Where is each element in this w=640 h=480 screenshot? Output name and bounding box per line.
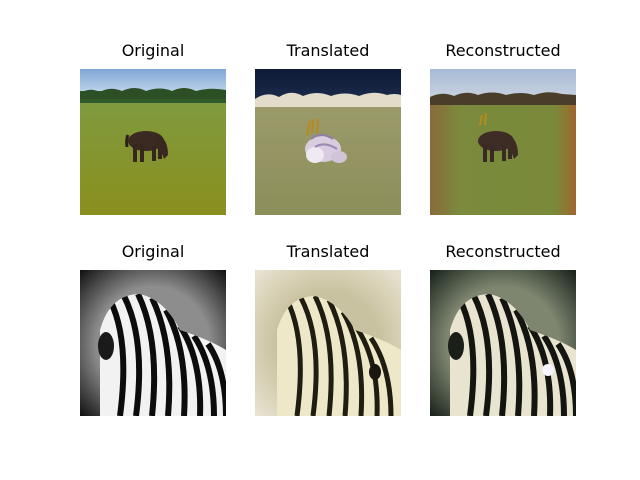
horse-translated-image [255, 69, 401, 215]
zebra-original-image [80, 270, 226, 416]
panel-title: Translated [286, 41, 370, 60]
zebra-translated-image [255, 270, 401, 416]
panel-title: Original [121, 41, 185, 60]
panel-title: Translated [286, 242, 370, 261]
panel-title: Reconstructed [445, 41, 561, 60]
panel-title: Reconstructed [445, 242, 561, 261]
horse-original-image [80, 69, 226, 215]
zebra-reconstructed-image [430, 270, 576, 416]
horse-reconstructed-image [430, 69, 576, 215]
panel-title: Original [121, 242, 185, 261]
